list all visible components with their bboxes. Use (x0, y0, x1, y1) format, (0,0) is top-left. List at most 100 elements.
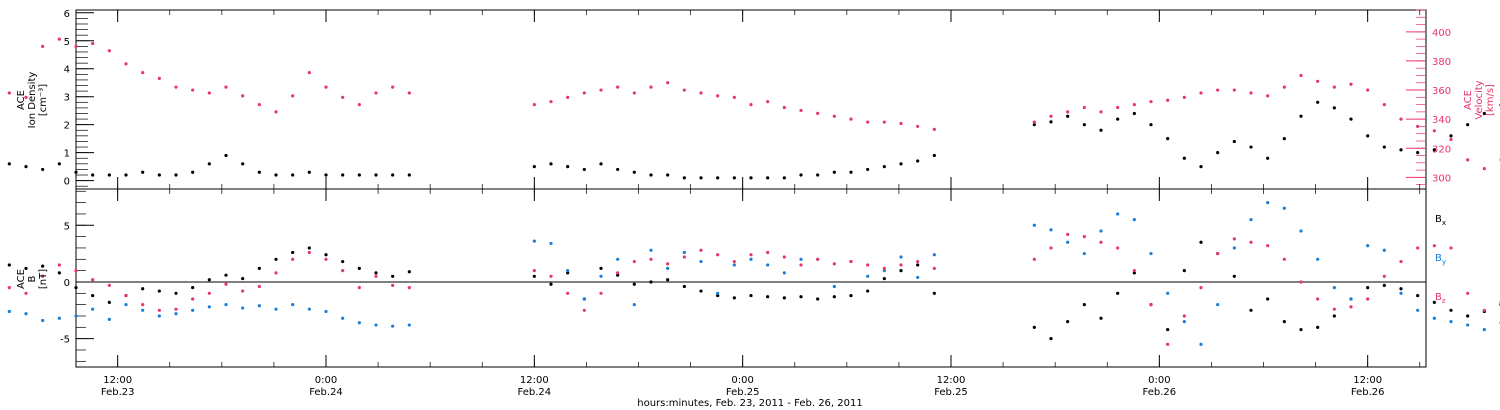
bz-point (1149, 303, 1153, 307)
by-point (699, 259, 703, 264)
density-point (882, 165, 886, 169)
density-point (91, 173, 95, 177)
velocity-point (1149, 100, 1153, 104)
time-tick-label: 0:00 (315, 375, 337, 386)
density-point (1432, 148, 1436, 152)
date-tick-label: Feb.25 (726, 387, 760, 398)
bx-point (649, 280, 653, 284)
density-point (932, 153, 936, 158)
by-point (141, 308, 145, 312)
bx-point (1032, 325, 1036, 329)
velocity-point (1132, 102, 1136, 107)
by-point (1082, 252, 1086, 256)
velocity-point (7, 91, 11, 95)
by-point (1032, 223, 1036, 227)
velocity-point (224, 85, 228, 89)
time-tick-label: 12:00 (520, 375, 549, 386)
density-point (1082, 123, 1086, 127)
by-point (1066, 240, 1070, 244)
bz-point (1282, 257, 1286, 261)
velocity-point (191, 88, 195, 92)
date-tick-label: Feb.26 (1351, 387, 1385, 398)
bx-point (1232, 274, 1236, 278)
density-point (391, 173, 395, 177)
bz-point (916, 259, 920, 264)
by-point (191, 308, 195, 312)
date-tick-label: Feb.23 (101, 387, 135, 398)
density-point (1466, 123, 1470, 127)
by-point (207, 305, 211, 309)
by-point (1349, 297, 1353, 301)
bz-point (749, 253, 753, 257)
by-point (1232, 246, 1236, 250)
density-point (816, 173, 820, 177)
bx-point (1132, 271, 1136, 275)
bz-point (207, 291, 211, 295)
density-point (649, 173, 653, 177)
bz-point (124, 293, 128, 298)
velocity-point (141, 70, 145, 75)
velocity-tick-label: 320 (1432, 144, 1451, 155)
density-point (616, 167, 620, 172)
bx-point (699, 289, 703, 293)
velocity-point (549, 100, 553, 104)
bx-point (1116, 291, 1120, 295)
density-tick-label: 2 (64, 121, 70, 132)
bz-point (1449, 246, 1453, 250)
density-point (749, 176, 753, 180)
bx-point (91, 293, 95, 298)
velocity-point (57, 37, 61, 41)
by-point (882, 269, 886, 273)
velocity-point (766, 100, 770, 104)
velocity-point (391, 85, 395, 89)
bz-point (1182, 314, 1186, 318)
bz-point (224, 282, 228, 286)
density-point (682, 176, 686, 180)
legend-bz: Bz (1435, 292, 1446, 305)
velocity-point (1282, 85, 1286, 89)
by-point (1132, 218, 1136, 222)
bz-point (866, 263, 870, 267)
bx-point (57, 271, 61, 275)
by-point (1282, 206, 1286, 210)
velocity-point (374, 91, 378, 95)
bx-point (1066, 320, 1070, 324)
bx-point (1099, 316, 1103, 320)
bz-point (1232, 237, 1236, 241)
bz-point (532, 269, 536, 273)
bx-point (749, 293, 753, 298)
bz-point (666, 262, 670, 266)
by-point (1316, 257, 1320, 261)
bottom-panel-frame (75, 188, 1427, 368)
velocity-point (1166, 98, 1170, 102)
density-point (207, 162, 211, 166)
field-tick-label: -5 (60, 335, 70, 346)
bx-point (932, 291, 936, 295)
velocity-point (599, 88, 603, 92)
by-point (7, 309, 11, 314)
by-point (307, 307, 311, 311)
bz-point (1249, 240, 1253, 244)
bx-point (1432, 300, 1436, 304)
velocity-point (1432, 129, 1436, 133)
bz-point (74, 269, 78, 273)
date-tick-label: Feb.24 (518, 387, 552, 398)
bz-point (1116, 246, 1120, 250)
velocity-tick-label: 380 (1432, 57, 1451, 68)
density-point (74, 170, 78, 174)
density-point (24, 165, 28, 169)
density-point (1132, 111, 1136, 116)
velocity-point (1399, 117, 1403, 121)
bz-series (7, 232, 1500, 346)
density-point (1182, 156, 1186, 160)
bz-point (1366, 297, 1370, 301)
bz-point (174, 307, 178, 311)
bx-point (1399, 287, 1403, 291)
velocity-point (107, 49, 111, 53)
bz-point (241, 289, 245, 293)
field-axis-title-line2: B (27, 275, 38, 282)
by-point (407, 323, 411, 327)
density-point (57, 162, 61, 166)
bz-point (882, 266, 886, 270)
density-point (7, 162, 11, 166)
